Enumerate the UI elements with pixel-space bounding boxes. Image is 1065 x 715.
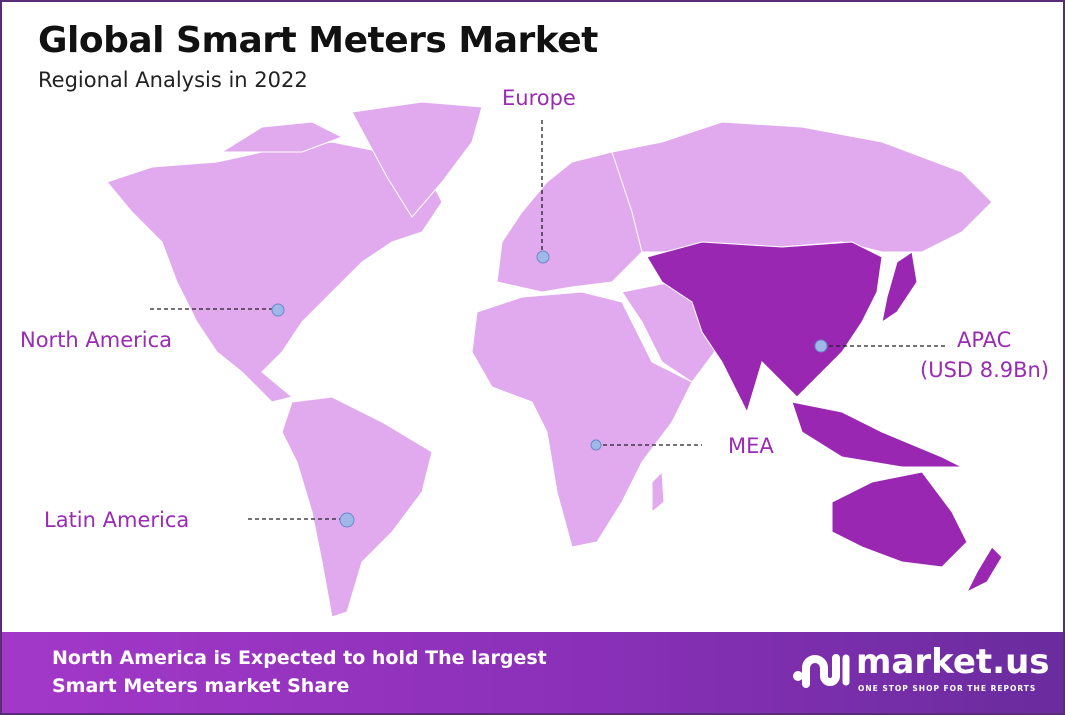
madagascar xyxy=(651,470,665,514)
russia xyxy=(611,121,993,253)
south-america xyxy=(281,396,433,618)
label-north-america: North America xyxy=(20,328,173,352)
australia xyxy=(831,471,968,568)
asia-pacific xyxy=(646,241,883,414)
world-map xyxy=(106,101,1003,618)
greenland xyxy=(351,101,483,218)
new-zealand xyxy=(965,546,1003,594)
page-subtitle: Regional Analysis in 2022 xyxy=(38,68,308,92)
label-apac: APAC xyxy=(957,328,1012,352)
footer-line-2: Smart Meters market Share xyxy=(52,675,350,697)
logo-icon xyxy=(793,654,850,688)
label-apac-value: (USD 8.9Bn) xyxy=(920,358,1050,382)
footer-statement: North America is Expected to hold The la… xyxy=(52,644,547,700)
page-title: Global Smart Meters Market xyxy=(38,20,598,61)
footer-line-1: North America is Expected to hold The la… xyxy=(52,647,547,669)
label-latin-america: Latin America xyxy=(44,508,190,532)
brand-logo: market.us ONE STOP SHOP FOR THE REPORTS xyxy=(792,642,1050,696)
southeast-asia xyxy=(791,401,963,468)
marker-europe xyxy=(536,250,550,264)
canada-islands xyxy=(220,121,344,153)
logo-tagline: ONE STOP SHOP FOR THE REPORTS xyxy=(858,684,1037,693)
label-mea: MEA xyxy=(728,434,774,458)
japan xyxy=(881,251,918,324)
logo-name: market.us xyxy=(856,642,1050,682)
marker-north-america xyxy=(271,303,285,317)
label-europe: Europe xyxy=(502,86,576,110)
footer-banner: North America is Expected to hold The la… xyxy=(2,632,1063,713)
marker-mea xyxy=(590,439,602,451)
africa xyxy=(471,291,693,548)
marker-apac xyxy=(814,339,828,353)
marker-latin-america xyxy=(339,512,355,528)
